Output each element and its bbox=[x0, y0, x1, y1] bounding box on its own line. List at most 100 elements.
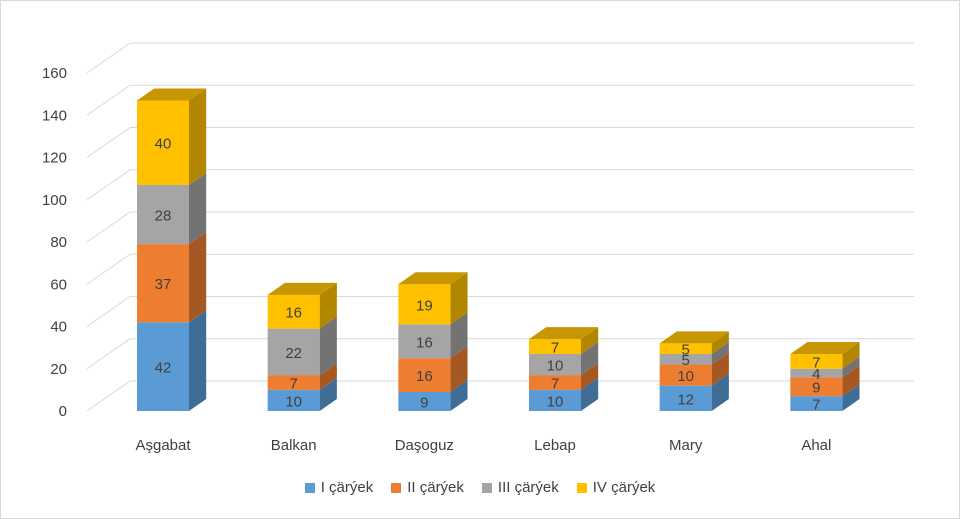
data-label-cat5-s2: 4 bbox=[812, 366, 820, 383]
bar-cat2-s3 bbox=[398, 284, 451, 325]
bar-side-cat5-s2 bbox=[842, 356, 860, 378]
gridline-side-160 bbox=[86, 42, 131, 74]
legend-item-q1: I çärýek bbox=[304, 479, 374, 496]
bar-top-cat4 bbox=[659, 331, 729, 344]
bar-side-cat2-s2 bbox=[450, 312, 468, 359]
bar-cat2-s2 bbox=[398, 324, 451, 359]
y-tick-label-160: 160 bbox=[42, 65, 67, 82]
bar-side-cat4-s1 bbox=[711, 352, 729, 386]
gridline-side-100 bbox=[86, 169, 131, 201]
bar-cat2-s0 bbox=[398, 391, 451, 411]
data-label-cat1-s0: 10 bbox=[285, 393, 302, 410]
bar-cat4-s1 bbox=[659, 364, 712, 386]
bar-side-cat4-s2 bbox=[711, 341, 729, 365]
bar-side-cat1-s3 bbox=[319, 282, 337, 329]
data-label-cat3-s3: 7 bbox=[551, 340, 559, 357]
bar-top-cat5 bbox=[790, 341, 860, 354]
bar-cat3-s2 bbox=[529, 353, 581, 376]
data-label-cat4-s2: 5 bbox=[681, 352, 689, 369]
bar-side-cat2-s1 bbox=[450, 346, 468, 392]
bar-cat1-s0 bbox=[267, 389, 320, 411]
bar-cat4-s2 bbox=[659, 353, 712, 365]
bar-cat1-s1 bbox=[267, 375, 320, 390]
bar-side-cat3-s2 bbox=[581, 341, 599, 376]
data-label-cat4-s0: 12 bbox=[677, 391, 694, 408]
bar-side-cat2-s3 bbox=[450, 272, 468, 325]
stacked-3d-bar-chart: 02040608010012014016042372840Aşgabat1072… bbox=[42, 42, 914, 454]
gridline-side-40 bbox=[86, 296, 131, 327]
bar-cat0-s0 bbox=[137, 322, 189, 411]
legend-label-q4: IV çärýek bbox=[592, 479, 656, 496]
y-tick-label-120: 120 bbox=[42, 150, 67, 167]
bar-cat1-s3 bbox=[267, 294, 320, 329]
bar-cat3-s0 bbox=[529, 389, 581, 411]
bar-cat0-s3 bbox=[137, 100, 189, 185]
gridline-side-120 bbox=[86, 127, 131, 158]
y-tick-label-100: 100 bbox=[42, 192, 67, 209]
bar-cat3-s3 bbox=[529, 339, 581, 354]
y-tick-label-80: 80 bbox=[50, 234, 67, 251]
bar-side-cat0-s1 bbox=[189, 232, 207, 323]
y-tick-label-0: 0 bbox=[59, 403, 67, 420]
bar-top-cat3 bbox=[529, 327, 599, 340]
bar-cat0-s2 bbox=[137, 184, 189, 245]
legend: I çärýek II çärýek III çärýek IV çärýek bbox=[1, 479, 959, 496]
bar-cat2-s1 bbox=[398, 358, 451, 392]
data-label-cat4-s1: 10 bbox=[677, 368, 694, 385]
x-tick-label-3: Lebap bbox=[534, 437, 576, 454]
bar-side-cat5-s1 bbox=[842, 365, 860, 397]
bar-cat4-s3 bbox=[659, 343, 712, 354]
data-label-cat3-s2: 10 bbox=[547, 358, 564, 375]
bar-cat3-s1 bbox=[529, 375, 581, 390]
bar-side-cat4-s0 bbox=[711, 373, 729, 411]
gridline-side-0 bbox=[86, 380, 131, 412]
bar-side-cat1-s0 bbox=[319, 377, 337, 411]
bar-cat5-s3 bbox=[790, 353, 843, 369]
bar-cat4-s0 bbox=[659, 385, 712, 411]
data-label-cat0-s3: 40 bbox=[155, 136, 172, 153]
data-label-cat5-s1: 9 bbox=[812, 380, 820, 397]
bar-side-cat5-s0 bbox=[842, 384, 860, 411]
bar-side-cat0-s0 bbox=[189, 310, 207, 411]
x-tick-label-4: Mary bbox=[669, 437, 703, 454]
data-label-cat1-s2: 22 bbox=[285, 345, 302, 362]
data-label-cat1-s3: 16 bbox=[285, 305, 302, 322]
data-label-cat4-s3: 5 bbox=[681, 342, 689, 359]
bar-top-cat1 bbox=[267, 282, 337, 295]
y-tick-label-140: 140 bbox=[42, 107, 67, 124]
bar-cat5-s0 bbox=[790, 396, 843, 411]
x-tick-label-2: Daşoguz bbox=[395, 437, 454, 454]
bar-side-cat0-s2 bbox=[189, 172, 207, 245]
data-label-cat2-s1: 16 bbox=[416, 368, 433, 385]
bar-side-cat2-s0 bbox=[450, 379, 468, 411]
bar-side-cat0-s3 bbox=[189, 88, 207, 185]
data-label-cat2-s0: 9 bbox=[420, 394, 428, 411]
data-label-cat5-s3: 7 bbox=[812, 354, 820, 371]
bar-top-cat0 bbox=[137, 88, 207, 101]
y-tick-label-60: 60 bbox=[50, 276, 67, 293]
data-label-cat3-s0: 10 bbox=[547, 393, 564, 410]
bar-side-cat3-s0 bbox=[581, 377, 599, 411]
legend-swatch-q2 bbox=[391, 482, 402, 493]
data-label-cat0-s0: 42 bbox=[155, 360, 172, 377]
legend-label-q2: II çärýek bbox=[407, 479, 464, 496]
bar-side-cat1-s2 bbox=[319, 316, 337, 376]
data-label-cat2-s3: 19 bbox=[416, 297, 433, 314]
legend-label-q1: I çärýek bbox=[320, 479, 374, 496]
bar-cat1-s2 bbox=[267, 328, 320, 376]
bar-side-cat3-s1 bbox=[581, 363, 599, 390]
bar-side-cat5-s3 bbox=[842, 341, 860, 369]
legend-swatch-q3 bbox=[481, 482, 492, 493]
data-label-cat3-s1: 7 bbox=[551, 375, 559, 392]
x-tick-label-1: Balkan bbox=[271, 437, 317, 454]
bar-side-cat4-s3 bbox=[711, 331, 729, 354]
gridline-side-80 bbox=[86, 211, 131, 243]
legend-label-q3: III çärýek bbox=[497, 479, 559, 496]
legend-swatch-q4 bbox=[576, 482, 587, 493]
y-tick-label-40: 40 bbox=[50, 319, 67, 336]
data-label-cat0-s2: 28 bbox=[155, 208, 172, 225]
bar-cat5-s2 bbox=[790, 368, 843, 378]
x-tick-label-5: Ahal bbox=[801, 437, 831, 454]
bar-top-cat2 bbox=[398, 272, 468, 285]
